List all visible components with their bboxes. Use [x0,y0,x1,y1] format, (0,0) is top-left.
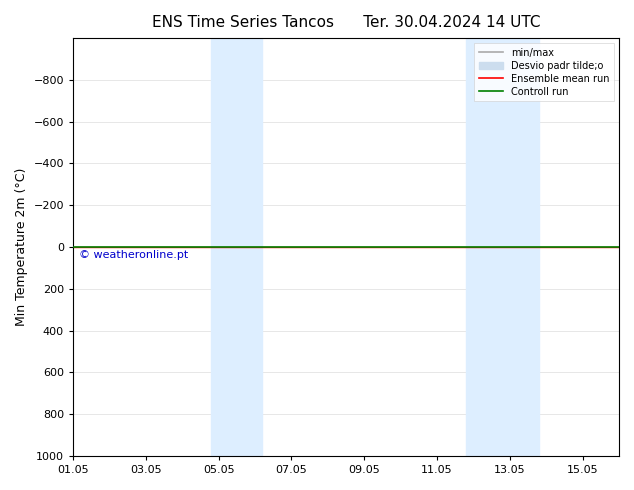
Bar [211,38,262,456]
Y-axis label: Min Temperature 2m (°C): Min Temperature 2m (°C) [15,168,28,326]
Legend: min/max, Desvio padr tilde;o, Ensemble mean run, Controll run: min/max, Desvio padr tilde;o, Ensemble m… [474,43,614,101]
Text: © weatheronline.pt: © weatheronline.pt [79,250,188,260]
Bar [466,38,539,456]
Title: ENS Time Series Tancos      Ter. 30.04.2024 14 UTC: ENS Time Series Tancos Ter. 30.04.2024 1… [152,15,540,30]
